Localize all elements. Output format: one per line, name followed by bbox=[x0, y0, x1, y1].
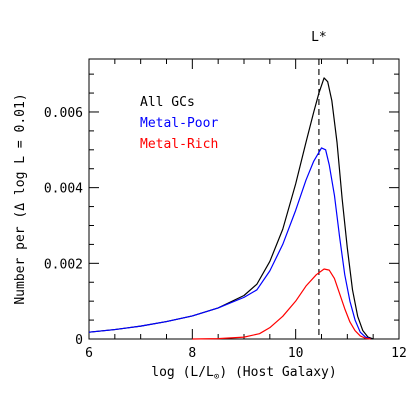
y-axis-label: Number per (Δ log L = 0.01) bbox=[13, 93, 28, 304]
series-lines bbox=[88, 77, 374, 340]
y-tick-label: 0 bbox=[75, 333, 83, 348]
x-tick-label: 10 bbox=[288, 346, 304, 361]
y-tick-label: 0.004 bbox=[44, 182, 83, 197]
legend-entry-all-gcs: All GCs bbox=[140, 95, 195, 110]
series-line-all-gcs bbox=[88, 77, 374, 340]
series-line-metal-poor bbox=[88, 147, 371, 340]
y-tick-label: 0.002 bbox=[44, 257, 83, 272]
x-axis-label: log (L/L⊙) (Host Galaxy) bbox=[151, 365, 336, 382]
y-tick-label: 0.006 bbox=[44, 106, 83, 121]
x-tick-label: 6 bbox=[85, 346, 93, 361]
legend-entry-metal-poor: Metal-Poor bbox=[140, 116, 218, 131]
x-tick-label: 12 bbox=[391, 346, 407, 361]
x-axis-label-main: log (L/L bbox=[151, 365, 214, 380]
legend: All GCs Metal-Poor Metal-Rich bbox=[140, 95, 218, 152]
legend-entry-metal-rich: Metal-Rich bbox=[140, 137, 218, 152]
x-axis-label-tail: ) (Host Galaxy) bbox=[219, 365, 336, 380]
x-tick-label: 8 bbox=[188, 346, 196, 361]
series-line-metal-rich bbox=[192, 268, 371, 340]
x-axis-label-sun-symbol: ⊙ bbox=[214, 372, 219, 382]
axis-ticks bbox=[88, 59, 400, 340]
reference-line-label: L* bbox=[311, 30, 327, 45]
axis-tick-labels: 6 8 10 12 0 0.002 0.004 0.006 bbox=[44, 106, 407, 361]
